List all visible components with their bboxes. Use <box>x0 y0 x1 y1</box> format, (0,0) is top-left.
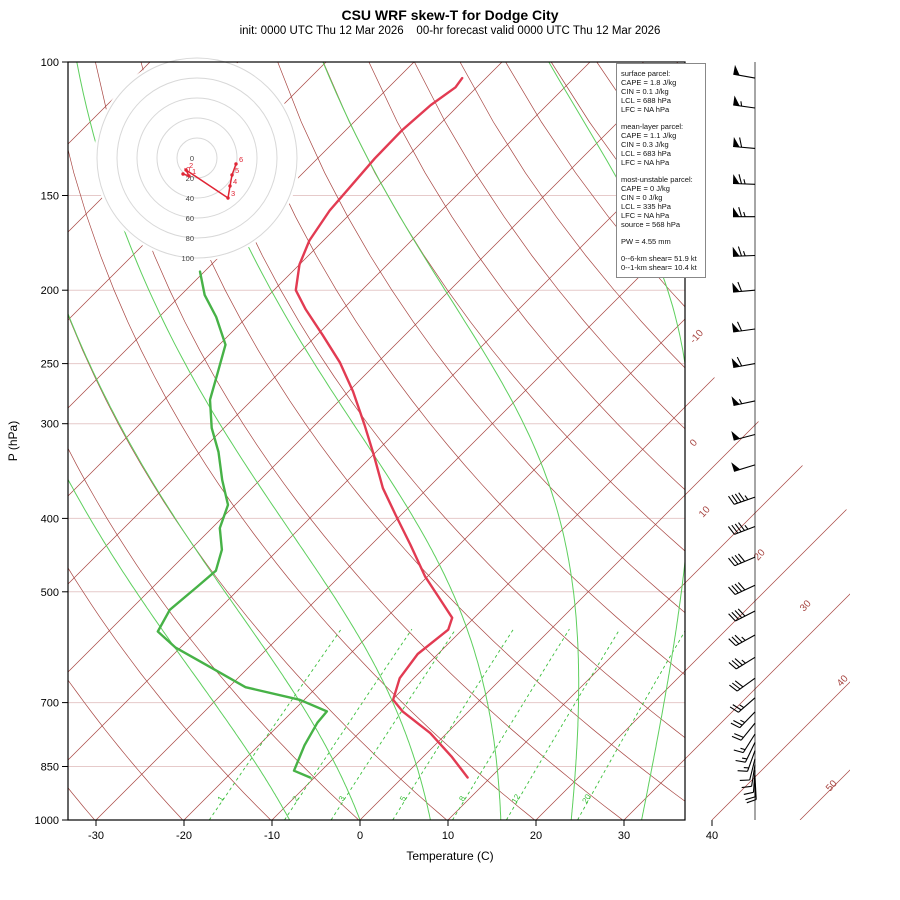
wind-barbs <box>727 62 757 820</box>
hodograph-ring-label: 40 <box>186 194 194 203</box>
temperature-curve <box>294 76 469 779</box>
info-line: 0--6-km shear= 51.9 kt <box>621 254 697 263</box>
pressure-tick-label: 1000 <box>35 815 59 827</box>
temp-tick-label: 0 <box>357 830 363 842</box>
hodograph-point-label: 6 <box>239 155 243 164</box>
svg-text:3: 3 <box>337 794 347 803</box>
hodograph-point <box>228 184 232 188</box>
pressure-tick-label: 100 <box>41 57 59 69</box>
svg-text:8: 8 <box>457 794 467 803</box>
dewpoint-curve <box>156 270 329 779</box>
info-line: CIN = 0.3 J/kg <box>621 140 669 149</box>
moist-adiabats <box>68 62 685 820</box>
info-line: LFC = NA hPa <box>621 105 670 114</box>
svg-text:0: 0 <box>688 437 700 449</box>
info-section: 0--6-km shear= 51.9 kt 0--1-km shear= 10.… <box>621 254 701 272</box>
svg-text:12: 12 <box>510 792 523 805</box>
info-section: most-unstable parcel: CAPE = 0 J/kg CIN = … <box>621 175 701 229</box>
hodograph-ring <box>156 117 238 199</box>
hodograph-point-label: 5 <box>235 166 239 175</box>
info-line: LFC = NA hPa <box>621 211 670 220</box>
hodograph-ring-label: 100 <box>181 254 194 263</box>
mixing-ratio-lines <box>208 628 685 820</box>
info-line: CAPE = 1.8 J/kg <box>621 78 677 87</box>
chart-title: CSU WRF skew-T for Dodge City <box>341 7 559 23</box>
info-line: CAPE = 1.1 J/kg <box>621 131 677 140</box>
hodograph-point-label: 4 <box>233 177 237 186</box>
pressure-gridlines <box>68 195 685 767</box>
hodograph-point <box>230 173 234 177</box>
x-axis-label: Temperature (C) <box>406 849 494 863</box>
info-line: LCL = 683 hPa <box>621 149 671 158</box>
hodograph-ring-label: 0 <box>190 154 194 163</box>
hodograph-point <box>184 168 188 172</box>
svg-text:-10: -10 <box>688 328 706 346</box>
info-line: CAPE = 0 J/kg <box>621 184 670 193</box>
pressure-tick-label: 200 <box>41 285 59 297</box>
hodograph-point-label: 0 <box>186 165 190 174</box>
pressure-tick-label: 850 <box>41 762 59 774</box>
info-section: surface parcel: CAPE = 1.8 J/kg CIN = 0.1 … <box>621 69 701 114</box>
svg-text:5: 5 <box>398 794 408 803</box>
hodograph-ring <box>96 57 298 259</box>
svg-text:50: 50 <box>824 778 840 794</box>
info-section: PW = 4.55 mm <box>621 237 701 246</box>
isotherm-labels: -10 0 10 20 30 40 50 <box>688 328 851 794</box>
info-line: CIN = 0.1 J/kg <box>621 87 669 96</box>
temp-tick-label: 40 <box>706 830 718 842</box>
pressure-tick-label: 300 <box>41 419 59 431</box>
info-line: CIN = 0 J/kg <box>621 193 663 202</box>
hodograph-ring-label: 80 <box>186 234 194 243</box>
svg-text:2: 2 <box>291 794 301 803</box>
info-line: surface parcel: <box>621 69 671 78</box>
temp-tick-label: -20 <box>176 830 192 842</box>
hodograph-ring <box>116 77 278 239</box>
hodograph-point-label: 2 <box>189 161 193 170</box>
pressure-tick-label: 700 <box>41 698 59 710</box>
hodograph-ring-label: 60 <box>186 214 194 223</box>
hodograph-point <box>234 162 238 166</box>
info-section: mean-layer parcel: CAPE = 1.1 J/kg CIN = 0… <box>621 122 701 167</box>
hodograph-point <box>226 196 230 200</box>
hodograph-ring <box>136 97 258 219</box>
pressure-tick-label: 250 <box>41 359 59 371</box>
info-line: LCL = 688 hPa <box>621 96 671 105</box>
temp-tick-label: 30 <box>618 830 630 842</box>
pressure-tick-label: 500 <box>41 587 59 599</box>
svg-text:1: 1 <box>216 794 226 803</box>
svg-text:10: 10 <box>697 504 713 520</box>
temp-tick-label: 20 <box>530 830 542 842</box>
chart-subtitle: init: 0000 UTC Thu 12 Mar 2026 00-hr for… <box>239 25 661 37</box>
hodograph-point <box>181 172 185 176</box>
hodograph-ring-label: 20 <box>186 174 194 183</box>
svg-text:20: 20 <box>752 547 768 563</box>
svg-text:20: 20 <box>580 792 593 805</box>
pressure-tick-label: 150 <box>41 191 59 203</box>
info-line: LCL = 335 hPa <box>621 202 671 211</box>
hodograph-point-label: 3 <box>231 189 235 198</box>
parcel-info-box: surface parcel: CAPE = 1.8 J/kg CIN = 0.1 … <box>616 63 706 278</box>
info-line: LFC = NA hPa <box>621 158 670 167</box>
info-line: most-unstable parcel: <box>621 175 693 184</box>
hodograph-point <box>187 174 191 178</box>
info-line: PW = 4.55 mm <box>621 237 671 246</box>
temp-tick-label: -10 <box>264 830 280 842</box>
info-line: mean-layer parcel: <box>621 122 684 131</box>
temp-tick-label: 10 <box>442 830 454 842</box>
info-line: source = 568 hPa <box>621 220 681 229</box>
info-line: 0--1-km shear= 10.4 kt <box>621 263 697 272</box>
hodograph-point-label: 1 <box>192 167 196 176</box>
dry-adiabats <box>68 62 685 820</box>
svg-text:30: 30 <box>798 598 814 614</box>
svg-text:40: 40 <box>835 673 851 689</box>
temp-tick-label: -30 <box>88 830 104 842</box>
pressure-tick-label: 400 <box>41 513 59 525</box>
mixing-ratio-labels: 1 2 3 5 8 12 20 <box>216 792 593 805</box>
